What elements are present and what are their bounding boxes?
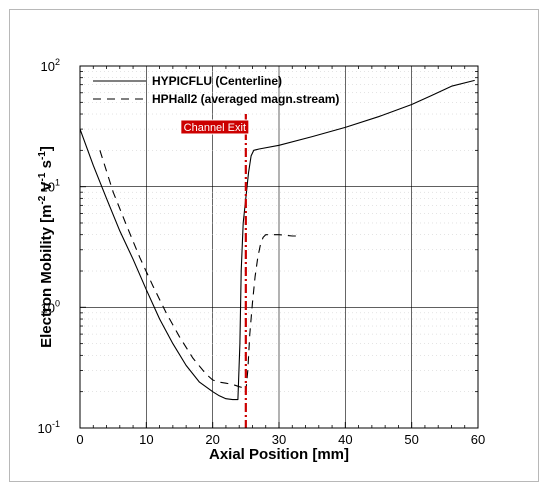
x-tick-label: 30 bbox=[272, 432, 286, 447]
x-tick-labels: 0 10 20 30 40 50 60 bbox=[76, 432, 485, 447]
x-tick-label: 60 bbox=[471, 432, 485, 447]
chart-frame bbox=[9, 9, 539, 482]
grid-lines bbox=[79, 65, 479, 429]
series-line-0 bbox=[79, 79, 475, 401]
x-tick-label: 0 bbox=[76, 432, 83, 447]
x-tick-label: 10 bbox=[139, 432, 153, 447]
y-axis-title: Electron Mobility [m-2 V-1 s-1] bbox=[37, 146, 55, 348]
x-tick-label: 50 bbox=[404, 432, 418, 447]
legend: HYPICFLU (Centerline) HPHall2 (averaged … bbox=[93, 74, 339, 106]
x-axis-title: Axial Position [mm] bbox=[209, 446, 349, 463]
plot-area bbox=[79, 65, 479, 429]
y-tick-label: 10-1 bbox=[38, 419, 60, 436]
y-tick-label: 100 bbox=[41, 298, 60, 315]
channel-exit-label: Channel Exit bbox=[184, 122, 246, 134]
series-layer bbox=[79, 79, 475, 401]
channel-exit-label-box bbox=[180, 119, 250, 135]
legend-label-hphall2: HPHall2 (averaged magn.stream) bbox=[152, 92, 339, 106]
legend-label-hypicflu: HYPICFLU (Centerline) bbox=[152, 74, 282, 88]
x-tick-label: 20 bbox=[205, 432, 219, 447]
annotation-layer: Channel Exit bbox=[180, 114, 250, 428]
y-tick-label: 102 bbox=[41, 57, 60, 74]
y-tick-label: 101 bbox=[41, 178, 60, 195]
x-tick-label: 40 bbox=[338, 432, 352, 447]
y-tick-labels: 10-1 100 101 102 bbox=[38, 57, 60, 436]
